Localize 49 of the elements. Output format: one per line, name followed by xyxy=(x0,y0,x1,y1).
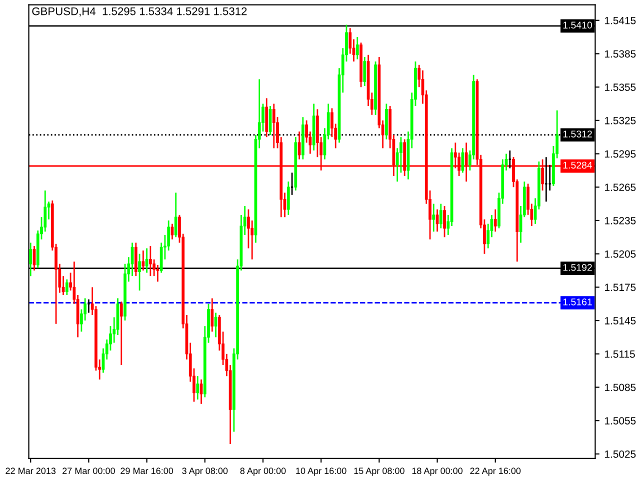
y-tick-label: 1.5145 xyxy=(605,317,636,324)
x-tick-label: 15 Apr 08:00 xyxy=(354,468,404,476)
y-tick-label: 1.5295 xyxy=(605,150,636,158)
candlestick xyxy=(443,205,446,238)
ref-line-label: 1.5161 xyxy=(563,298,592,306)
candlestick xyxy=(145,248,148,274)
candlestick xyxy=(363,56,366,87)
y-tick-label: 1.5205 xyxy=(605,250,636,258)
y-tick-label: 1.5325 xyxy=(605,116,636,124)
candlestick xyxy=(65,278,68,296)
candlestick xyxy=(272,103,276,149)
candlestick xyxy=(138,253,141,292)
ref-line-label: 1.5284 xyxy=(563,162,592,169)
candlestick xyxy=(356,36,359,60)
candlestick xyxy=(461,148,464,174)
x-tick-label: 10 Apr 16:00 xyxy=(296,468,346,476)
candlestick xyxy=(29,242,32,277)
y-tick-label: 1.5175 xyxy=(605,284,636,292)
x-tick-label: 27 Mar 00:00 xyxy=(62,468,115,474)
y-tick-label: 1.5385 xyxy=(605,50,636,58)
y-tick-label: 1.5115 xyxy=(605,350,635,358)
candlestick xyxy=(142,250,145,272)
candlestick xyxy=(432,203,436,232)
candlestick xyxy=(210,298,214,332)
x-tick-label: 18 Apr 00:00 xyxy=(412,468,463,476)
y-tick-label: 1.5235 xyxy=(605,216,636,224)
candlestick xyxy=(148,245,152,277)
candlestick xyxy=(196,375,200,400)
candlestick xyxy=(200,378,203,405)
y-tick-label: 1.5265 xyxy=(605,184,636,192)
x-tick-label: 22 Apr 16:00 xyxy=(470,468,521,476)
ref-line-label: 1.5312 xyxy=(563,130,592,138)
candlestick xyxy=(439,203,442,229)
y-tick-label: 1.5355 xyxy=(605,84,636,91)
y-tick-label: 1.5085 xyxy=(605,384,636,392)
ref-line-label: 1.5192 xyxy=(563,264,592,271)
y-tick-label: 1.5055 xyxy=(605,417,636,424)
x-tick-label: 8 Apr 00:00 xyxy=(240,468,286,476)
x-tick-label: 3 Apr 08:00 xyxy=(182,468,228,476)
ref-line-label: 1.5410 xyxy=(563,22,592,29)
candlestick xyxy=(286,180,290,216)
candlestick xyxy=(174,192,178,238)
candlestick xyxy=(120,300,123,366)
y-tick-label: 1.5025 xyxy=(605,450,636,458)
y-tick-label: 1.5415 xyxy=(605,16,636,24)
chart-title: GBPUSD,H4 1.5295 1.5334 1.5291 1.5312 xyxy=(32,7,247,17)
candlestick xyxy=(494,208,497,232)
x-tick-label: 29 Mar 16:00 xyxy=(120,468,174,474)
x-tick-label: 22 Mar 2013 xyxy=(6,468,56,474)
